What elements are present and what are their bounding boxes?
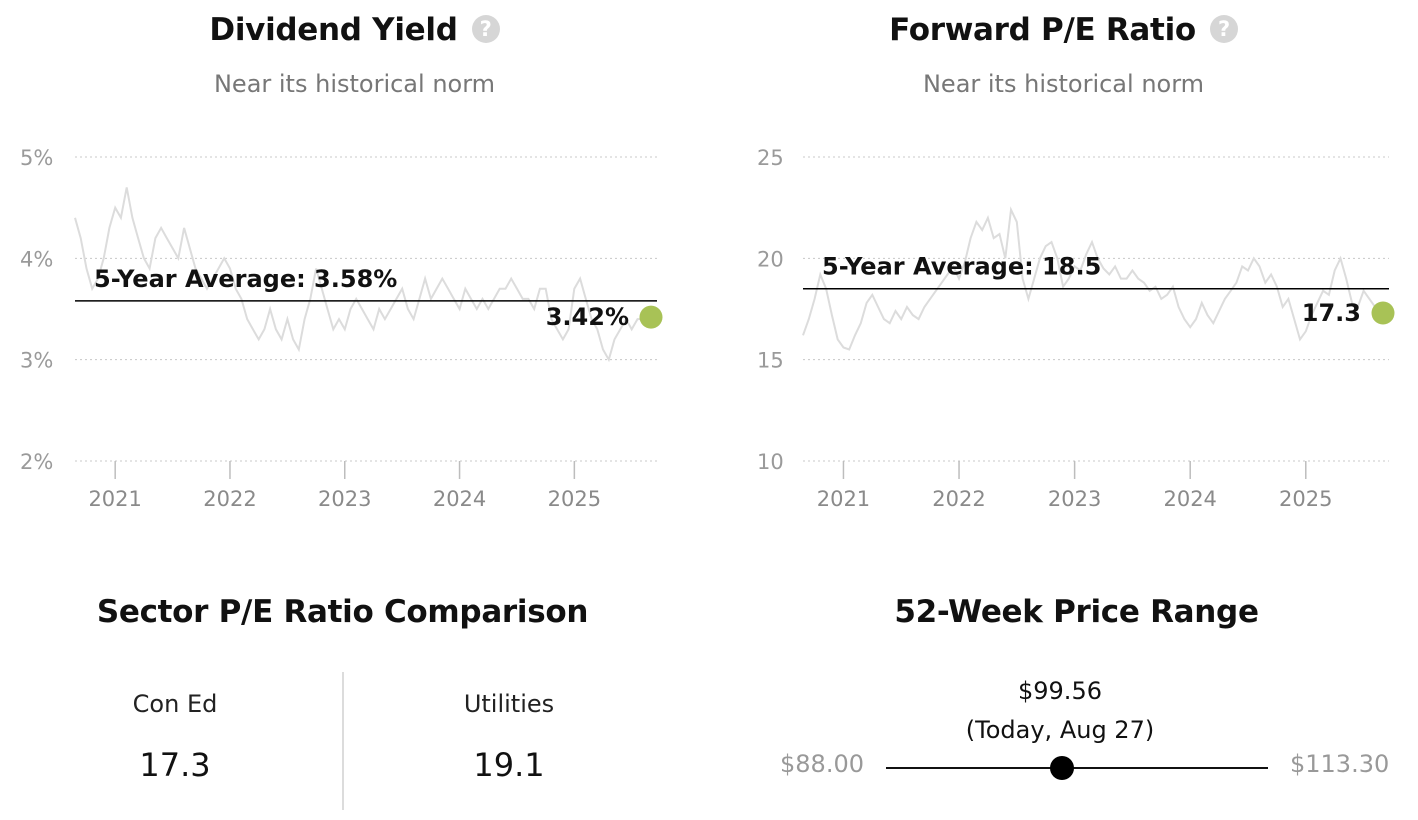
question-circle-icon[interactable]: ? bbox=[1209, 15, 1238, 43]
current-value-marker bbox=[1371, 301, 1395, 325]
y-tick-label: 25 bbox=[757, 146, 784, 170]
comparison-value-sector: 19.1 bbox=[473, 746, 545, 784]
y-tick-label: 10 bbox=[757, 450, 784, 474]
range-low: $88.00 bbox=[780, 750, 864, 778]
average-label: 5-Year Average: 3.58% bbox=[94, 265, 397, 293]
current-value-label: 3.42% bbox=[546, 303, 629, 331]
forward-pe-subtitle: Near its historical norm bbox=[922, 70, 1205, 98]
x-tick-label: 2023 bbox=[318, 487, 371, 511]
current-price-label: $99.56 (Today, Aug 27) bbox=[930, 672, 1190, 750]
price-range-title: 52-Week Price Range bbox=[894, 594, 1259, 630]
x-tick-label: 2021 bbox=[88, 487, 141, 511]
x-tick-label: 2022 bbox=[203, 487, 256, 511]
comparison-divider bbox=[342, 672, 344, 810]
dividend-yield-title: Dividend Yield? bbox=[0, 12, 709, 48]
range-track bbox=[886, 767, 1268, 769]
dividend-yield-subtitle: Near its historical norm bbox=[213, 70, 496, 98]
sector-comparison-title: Sector P/E Ratio Comparison bbox=[96, 594, 589, 630]
y-tick-label: 20 bbox=[757, 247, 784, 271]
dividend-yield-panel: Dividend Yield? Near its historical norm… bbox=[0, 0, 709, 540]
comparison-label-sector: Utilities bbox=[463, 690, 555, 718]
y-tick-label: 15 bbox=[757, 349, 784, 373]
question-circle-icon[interactable]: ? bbox=[471, 15, 500, 43]
comparison-label-company: Con Ed bbox=[132, 690, 218, 718]
current-value-marker bbox=[639, 305, 663, 329]
range-current-marker bbox=[1049, 756, 1074, 780]
forward-pe-title: Forward P/E Ratio? bbox=[709, 12, 1418, 48]
forward-pe-chart: 25 20 15 10 2021 2022 2023 2024 2025 5-Year Avera… bbox=[757, 146, 1395, 511]
range-high: $113.30 bbox=[1290, 750, 1390, 778]
average-label: 5-Year Average: 18.5 bbox=[822, 253, 1101, 281]
x-tick-label: 2022 bbox=[932, 487, 985, 511]
x-tick-label: 2024 bbox=[433, 487, 486, 511]
y-tick-label: 4% bbox=[20, 247, 53, 271]
comparison-value-company: 17.3 bbox=[139, 746, 211, 784]
x-tick-label: 2025 bbox=[548, 487, 601, 511]
x-tick-label: 2021 bbox=[817, 487, 870, 511]
x-tick-label: 2023 bbox=[1048, 487, 1101, 511]
x-tick-label: 2024 bbox=[1163, 487, 1216, 511]
current-value-label: 17.3 bbox=[1302, 299, 1361, 327]
current-price: $99.56 bbox=[1018, 677, 1102, 705]
current-price-date: (Today, Aug 27) bbox=[965, 716, 1155, 744]
y-tick-label: 2% bbox=[20, 450, 53, 474]
forward-pe-panel: Forward P/E Ratio? Near its historical n… bbox=[709, 0, 1418, 540]
y-tick-label: 5% bbox=[20, 146, 53, 170]
x-tick-label: 2025 bbox=[1279, 487, 1332, 511]
dividend-yield-chart: 5% 4% 3% 2% 2021 2022 2023 2024 2025 5-Year Avera… bbox=[20, 146, 663, 511]
series-line bbox=[802, 206, 1382, 351]
y-tick-label: 3% bbox=[20, 349, 53, 373]
series-line bbox=[74, 187, 650, 363]
